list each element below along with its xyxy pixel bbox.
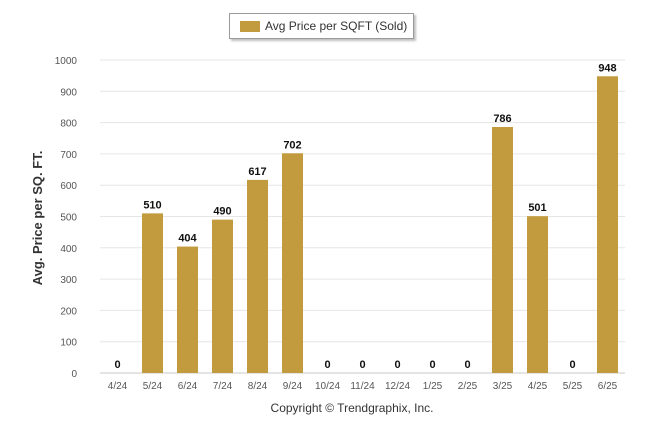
x-axis-ticks: 4/24 5/24 6/24 7/24 8/24 9/24 10/24 11/24 12/24 1… — [108, 381, 618, 392]
x-tick-label: 5/24 — [143, 381, 163, 392]
data-label: 0 — [569, 359, 575, 371]
y-tick-label: 200 — [60, 306, 77, 317]
y-tick-label: 0 — [71, 369, 77, 380]
bar[interactable] — [527, 216, 548, 373]
x-tick-label: 4/24 — [108, 381, 128, 392]
y-tick-label: 500 — [60, 213, 77, 224]
data-label: 0 — [324, 359, 330, 371]
x-tick-label: 10/24 — [315, 381, 340, 392]
bar[interactable] — [282, 153, 303, 373]
legend-swatch — [240, 20, 260, 32]
data-label: 0 — [114, 359, 120, 371]
data-label: 0 — [359, 359, 365, 371]
data-labels: 0 510 404 490 617 702 0 0 0 0 0 786 501 0 948 — [114, 62, 616, 371]
y-tick-label: 100 — [60, 338, 77, 349]
data-label: 702 — [283, 139, 301, 151]
bar[interactable] — [212, 219, 233, 373]
y-tick-label: 1000 — [55, 56, 78, 67]
data-label: 404 — [178, 233, 197, 245]
y-tick-label: 700 — [60, 150, 77, 161]
copyright-text: Copyright © Trendgraphix, Inc. — [271, 401, 434, 415]
x-tick-label: 9/24 — [283, 381, 303, 392]
x-tick-label: 7/24 — [213, 381, 233, 392]
bars — [142, 76, 618, 374]
x-tick-label: 3/25 — [493, 381, 513, 392]
x-tick-label: 5/25 — [563, 381, 583, 392]
data-label: 617 — [248, 166, 266, 178]
bar[interactable] — [247, 179, 268, 373]
data-label: 0 — [464, 359, 470, 371]
y-tick-label: 600 — [60, 181, 77, 192]
data-label: 0 — [429, 359, 435, 371]
x-tick-label: 12/24 — [385, 381, 410, 392]
data-label: 501 — [528, 202, 546, 214]
data-label: 0 — [394, 359, 400, 371]
y-axis-title: Avg. Price per SQ. FT. — [30, 151, 45, 286]
bar[interactable] — [597, 76, 618, 373]
y-tick-label: 900 — [60, 87, 77, 98]
x-tick-label: 11/24 — [350, 381, 375, 392]
x-tick-label: 8/24 — [248, 381, 268, 392]
x-tick-label: 1/25 — [423, 381, 443, 392]
y-axis-ticks: 0 100 200 300 400 500 600 700 800 900 1000 — [55, 56, 78, 380]
data-label: 490 — [213, 206, 231, 218]
bar[interactable] — [492, 126, 513, 374]
y-tick-label: 400 — [60, 244, 77, 255]
y-tick-label: 800 — [60, 119, 77, 130]
legend[interactable]: Avg Price per SQFT (Sold) — [229, 13, 414, 39]
x-tick-label: 6/25 — [598, 381, 618, 392]
x-tick-label: 4/25 — [528, 381, 548, 392]
data-label: 510 — [143, 199, 161, 211]
bar[interactable] — [177, 246, 198, 373]
bar[interactable] — [142, 213, 163, 373]
data-label: 948 — [598, 62, 616, 74]
x-tick-label: 6/24 — [178, 381, 198, 392]
y-tick-label: 300 — [60, 275, 77, 286]
x-tick-label: 2/25 — [458, 381, 478, 392]
data-label: 786 — [493, 113, 511, 125]
legend-label: Avg Price per SQFT (Sold) — [265, 19, 408, 33]
